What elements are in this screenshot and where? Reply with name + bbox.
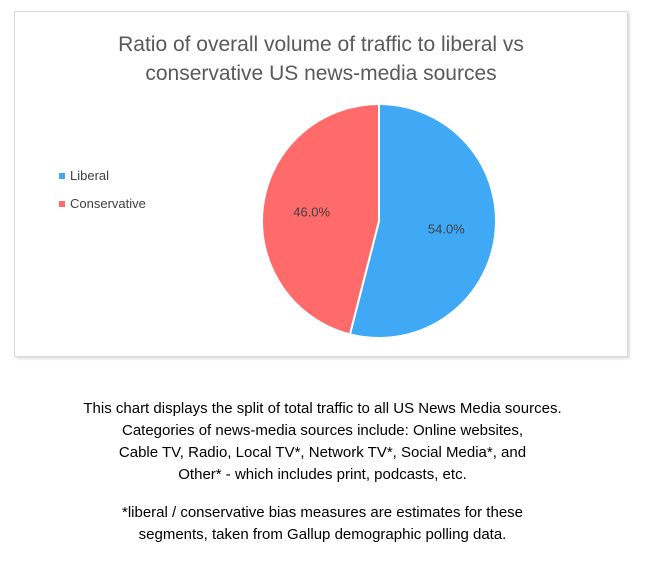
caption-line-5: *liberal / conservative bias measures ar… — [121, 504, 523, 521]
caption-line-6: segments, taken from Gallup demographic … — [138, 526, 507, 543]
caption-line-3: Cable TV, Radio, Local TV*, Network TV*,… — [118, 444, 527, 461]
caption-line-4: Other* - which includes print, podcasts,… — [178, 466, 467, 483]
legend-swatch-liberal — [59, 173, 65, 179]
legend-label-conservative: Conservative — [70, 196, 146, 211]
caption-line-2: Categories of news-media sources include… — [121, 422, 524, 439]
pie-chart-svg: 54.0% 46.0% Liberal Conservative — [59, 102, 497, 339]
chart-title: Ratio of overall volume of traffic to li… — [15, 30, 627, 88]
caption: This chart displays the split of total t… — [0, 398, 645, 546]
data-label-liberal: 54.0% — [428, 222, 465, 237]
caption-spacer — [0, 486, 645, 502]
chart-title-line-1: Ratio of overall volume of traffic to li… — [118, 33, 524, 56]
pie-slice-liberal — [348, 102, 497, 339]
data-label-conservative: 46.0% — [293, 204, 330, 219]
legend-label-liberal: Liberal — [70, 168, 109, 183]
caption-line-1: This chart displays the split of total t… — [83, 400, 562, 417]
chart-title-line-2: conservative US news-media sources — [145, 62, 497, 85]
chart-container: Ratio of overall volume of traffic to li… — [14, 11, 628, 357]
pie-slice-conservative — [261, 102, 380, 336]
legend-swatch-conservative — [59, 201, 65, 207]
